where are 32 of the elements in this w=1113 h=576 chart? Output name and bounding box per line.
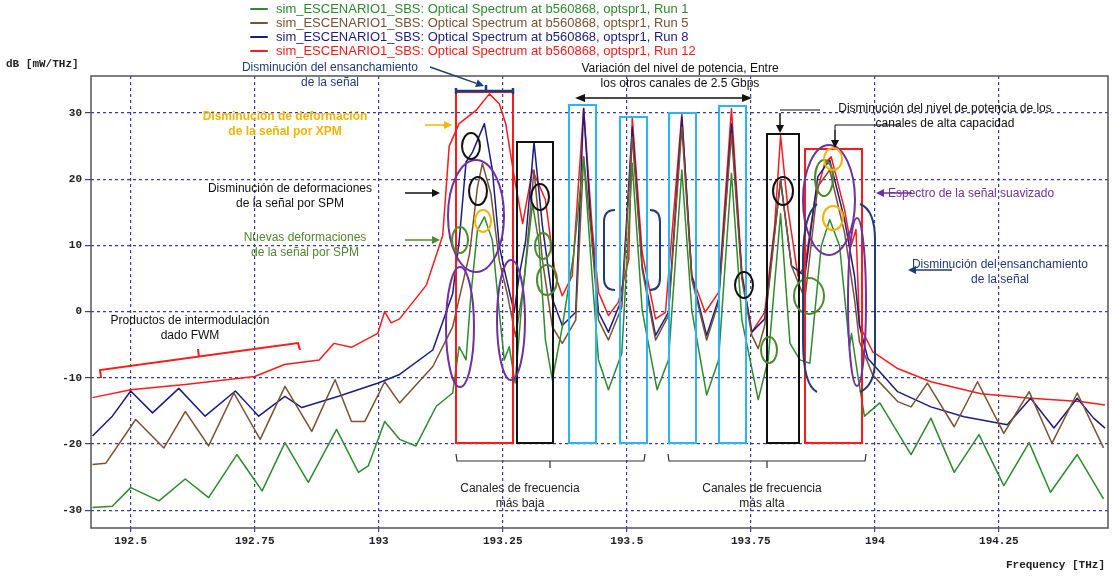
x-tick-label: 193.75 — [731, 535, 772, 548]
annotation: Nuevas deformaciones de la señal por SPM — [242, 230, 368, 260]
annotation: Variación del nivel de potencia, Entre los otros canales de 2.5 Gbps — [580, 61, 780, 91]
annotation: Disminución de deformaciones de la señal por SPM — [206, 181, 374, 211]
y-tick-label: 0 — [75, 305, 82, 318]
annotation: Espectro de la señal suavizado — [888, 186, 1056, 201]
y-tick-label: 20 — [68, 173, 82, 185]
y-tick-label: -30 — [62, 503, 82, 516]
legend-label: sim_ESCENARIO1_SBS: Optical Spectrum at b560868, optspr1, Run 5 — [276, 15, 689, 30]
x-tick-label: 194.25 — [979, 535, 1020, 548]
legend-label: sim_ESCENARIO1_SBS: Optical Spectrum at b560868, optspr1, Run 1 — [276, 1, 689, 16]
annotation: Disminución del nivel de potencia de los canales de alta capacidad — [837, 101, 1053, 131]
legend-label: sim_ESCENARIO1_SBS: Optical Spectrum at b560868, optspr1, Run 8 — [276, 29, 689, 44]
x-tick-label: 193.25 — [482, 535, 523, 548]
y-axis-title: dB [mW/THz] — [6, 58, 79, 70]
x-tick-label: 194 — [864, 535, 886, 548]
x-tick-label: 193.5 — [610, 535, 644, 548]
annotation: Canales de frecuencia más alta — [701, 481, 823, 511]
annotation: Disminución del ensanchamiento de la señal — [910, 257, 1090, 287]
y-tick-label: 10 — [68, 239, 82, 252]
legend-label: sim_ESCENARIO1_SBS: Optical Spectrum at b560868, optspr1, Run 12 — [276, 43, 696, 58]
x-tick-label: 192.5 — [114, 535, 148, 548]
y-tick-label: -20 — [62, 437, 82, 450]
annotation: Disminución de deformación de la señal por XPM — [201, 109, 369, 139]
annotation: Canales de frecuencia más baja — [459, 481, 581, 511]
annotation: Productos de intermodulación dado FWM — [109, 313, 271, 343]
x-axis-title: Frequency [THz] — [1005, 559, 1105, 571]
x-tick-label: 193 — [368, 535, 390, 548]
annotation: Disminución del ensanchamiento de la señal — [240, 60, 420, 90]
y-tick-label: 30 — [68, 106, 82, 119]
x-tick-label: 192.75 — [234, 535, 275, 548]
y-tick-label: -10 — [62, 371, 82, 384]
